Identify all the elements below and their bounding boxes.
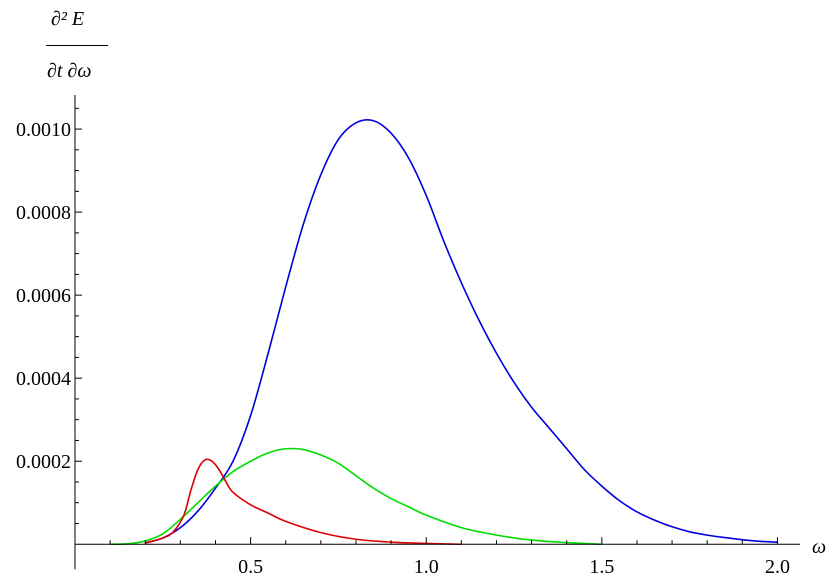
x-tick-label: 1.0 — [414, 556, 439, 578]
x-tick-label: 0.5 — [238, 556, 263, 578]
series-line-green — [110, 447, 602, 546]
y-axis-label-numerator: ∂² E — [51, 8, 85, 30]
series-layer — [110, 119, 778, 546]
y-tick-label: 0.0004 — [16, 368, 71, 390]
x-tick-label: 2.0 — [765, 556, 790, 578]
y-axis-label-fraction-bar — [46, 45, 108, 47]
axes-layer: 0.5 1.0 1.5 2.0 0.0002 0.0004 0.0006 0.0008 0.00… — [16, 95, 826, 578]
y-tick-label: 0.0002 — [16, 451, 71, 473]
y-tick-label: 0.0006 — [16, 285, 71, 307]
series-line-red — [145, 458, 462, 546]
y-axis-label-denominator: ∂t ∂ω — [47, 60, 92, 82]
x-axis-label: ω — [812, 536, 826, 558]
y-tick-label: 0.0008 — [16, 202, 71, 224]
series-line-blue — [145, 119, 778, 544]
x-tick-label: 1.5 — [589, 556, 614, 578]
y-tick-label: 0.0010 — [16, 119, 71, 141]
